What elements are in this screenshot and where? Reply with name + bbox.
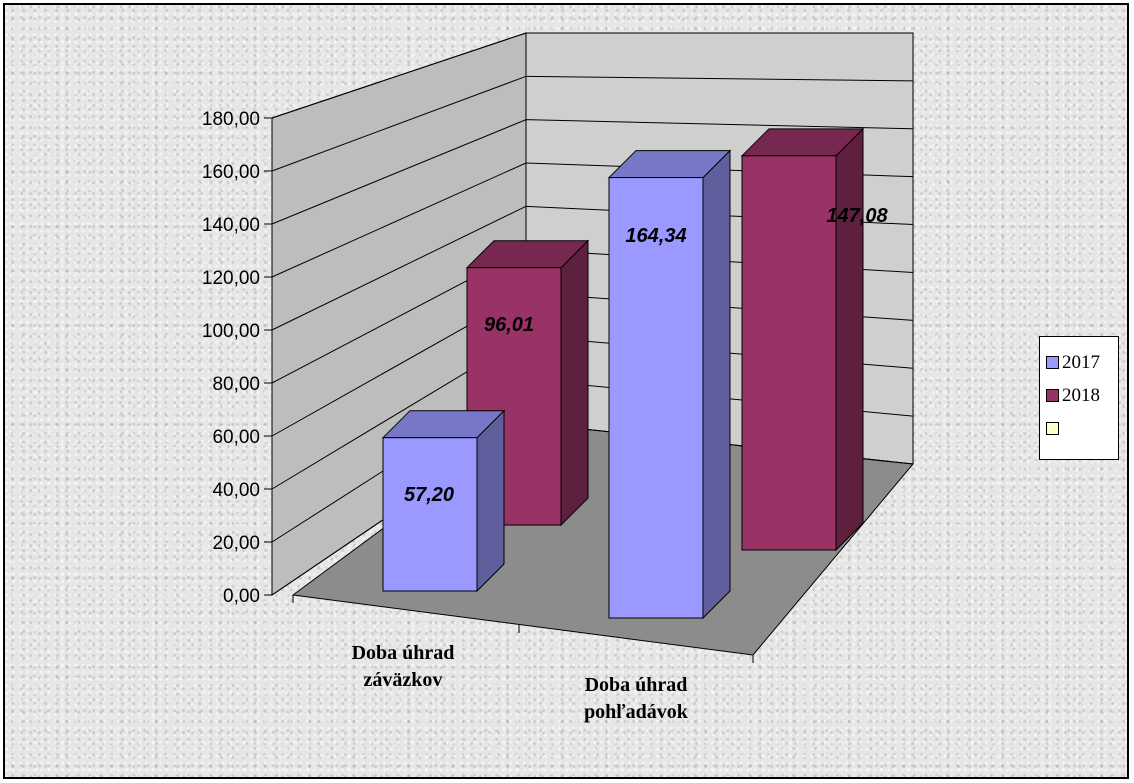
y-tick-label: 100,00 <box>202 321 260 342</box>
y-tick-label: 40,00 <box>212 480 260 501</box>
bar-side-2017 <box>476 409 505 593</box>
data-label-2017: 164,34 <box>625 225 686 247</box>
legend-label-2018: 2018 <box>1062 384 1100 406</box>
data-label-2018: 147,08 <box>826 205 888 227</box>
legend-item-empty <box>1046 412 1118 445</box>
data-label-2018: 96,01 <box>484 314 534 336</box>
legend-swatch-2017 <box>1046 356 1059 369</box>
bar-2017 <box>608 177 704 619</box>
y-tick-label: 140,00 <box>202 215 260 236</box>
legend-swatch-empty <box>1046 422 1059 435</box>
category-label: Doba úhrad <box>585 674 688 696</box>
category-label: záväzkov <box>364 669 443 691</box>
gridline <box>271 75 914 172</box>
legend-label-2017: 2017 <box>1062 351 1100 373</box>
bar-side-2018 <box>835 127 864 552</box>
chart-frame: 0,00 20,00 40,00 60,00 80,00 100,00 120,00 140,… <box>3 3 1129 779</box>
legend-swatch-2018 <box>1046 389 1059 402</box>
bar-2018 <box>741 155 837 551</box>
bar-2017 <box>382 437 478 592</box>
bar-side-2017 <box>702 149 731 620</box>
legend-item-2017: 2017 <box>1046 346 1118 379</box>
y-tick-label: 180,00 <box>202 109 260 130</box>
y-tick-label: 120,00 <box>202 268 260 289</box>
y-tick-label: 60,00 <box>212 427 260 448</box>
bar-side-2018 <box>560 239 589 527</box>
gridline <box>271 119 914 225</box>
gridline <box>271 32 913 119</box>
y-tick-label: 80,00 <box>212 374 260 395</box>
category-label: pohľadávok <box>584 701 689 723</box>
y-tick-label: 160,00 <box>202 162 260 183</box>
category-label: Doba úhrad <box>352 642 455 664</box>
chart-svg: 0,00 20,00 40,00 60,00 80,00 100,00 120,00 140,… <box>202 32 914 723</box>
y-tick-label: 20,00 <box>212 533 260 554</box>
y-tick-label: 0,00 <box>223 586 260 607</box>
legend-item-2018: 2018 <box>1046 379 1118 412</box>
legend: 2017 2018 <box>1039 336 1119 460</box>
data-label-2017: 57,20 <box>404 484 454 506</box>
